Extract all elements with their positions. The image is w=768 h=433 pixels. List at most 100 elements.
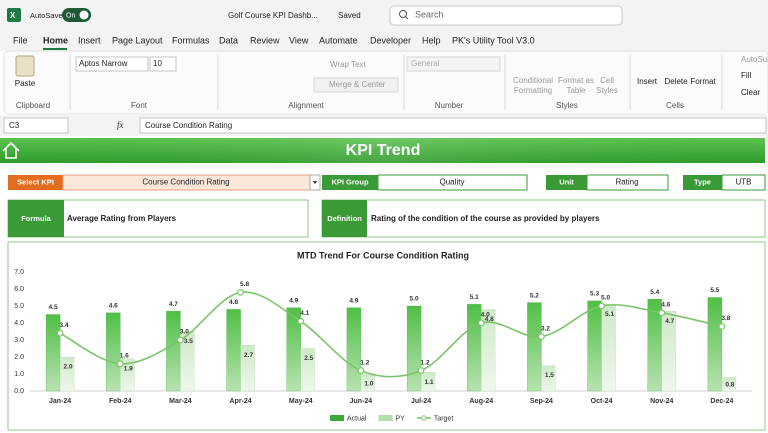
autosave-state: On — [66, 12, 75, 19]
font-size-box[interactable] — [149, 56, 177, 72]
select-kpi-value[interactable]: Course Condition Rating — [142, 178, 229, 187]
dropdown-arrow-glyph — [312, 181, 318, 184]
kpi-group-label: KPI Group — [331, 177, 369, 186]
styles-button[interactable]: Cell — [600, 76, 614, 85]
font-name[interactable]: Aptos Narrow — [79, 59, 128, 68]
paste-button[interactable]: Paste — [15, 79, 36, 88]
group-label: Cells — [666, 101, 684, 110]
menu-tab[interactable]: Page Layout — [112, 35, 163, 45]
bar — [406, 305, 422, 392]
toggle-knob — [79, 10, 89, 20]
autosum-button[interactable]: AutoSum — [741, 55, 768, 64]
styles-button[interactable]: Styles — [596, 86, 618, 95]
unit-label: Unit — [559, 177, 574, 186]
data-label: 4.9 — [289, 297, 298, 304]
x-tick-label: Aug-24 — [469, 398, 493, 405]
save-status: Saved — [338, 11, 361, 20]
data-label: 1.2 — [360, 359, 369, 366]
data-label: 5.3 — [590, 291, 599, 298]
menu-tab[interactable]: PK's Utility Tool V3.0 — [452, 35, 535, 45]
bar — [420, 372, 436, 392]
excel-icon-glyph: X — [10, 11, 16, 20]
unit-value: Rating — [615, 178, 638, 187]
bar — [120, 358, 135, 392]
search-placeholder[interactable]: Search — [415, 9, 444, 19]
type-value-box — [721, 174, 766, 191]
styles-button[interactable]: Format as — [558, 76, 594, 85]
styles-button[interactable]: Conditional — [513, 76, 553, 85]
y-tick-label: 1.0 — [14, 371, 24, 378]
menu-tab[interactable]: Data — [219, 35, 238, 45]
x-tick-label: Nov-24 — [650, 398, 673, 405]
data-label: 1.5 — [545, 372, 554, 379]
target-marker — [417, 367, 425, 375]
file-name: Golf Course KPI Dashb... — [228, 11, 318, 20]
menu-tab[interactable]: Help — [422, 35, 441, 45]
legend-swatch — [421, 415, 427, 421]
name-box-text: C3 — [9, 121, 20, 130]
clear-button[interactable]: Clear — [741, 88, 760, 97]
bar — [180, 331, 195, 392]
y-tick-label: 4.0 — [14, 320, 24, 327]
data-label: 4.8 — [229, 299, 238, 306]
x-tick-label: Jan-24 — [49, 398, 71, 405]
name-box[interactable] — [3, 117, 69, 134]
target-marker — [357, 367, 365, 375]
data-label: 3.0 — [180, 329, 189, 336]
bar — [45, 314, 61, 392]
home-icon[interactable] — [2, 141, 20, 159]
bar — [346, 307, 362, 392]
search-icon — [399, 10, 407, 18]
menu-tab[interactable]: File — [13, 35, 28, 45]
search-box[interactable] — [389, 5, 623, 26]
paste-icon[interactable] — [15, 55, 35, 77]
data-label: 1.9 — [124, 365, 133, 372]
y-tick-label: 5.0 — [14, 303, 24, 310]
data-label: 3.5 — [184, 338, 193, 345]
data-label: 1.6 — [120, 353, 129, 360]
merge-center-button[interactable]: Merge & Center — [329, 80, 386, 89]
menu-tab[interactable]: Automate — [319, 35, 358, 45]
x-tick-label: May-24 — [289, 398, 313, 405]
data-label: 4.6 — [109, 303, 118, 310]
number-format[interactable]: General — [411, 59, 440, 68]
wrap-text-button[interactable]: Wrap Text — [330, 60, 366, 69]
legend-swatch — [330, 415, 344, 421]
legend-swatch — [378, 415, 393, 421]
menu-tab[interactable]: Formulas — [172, 35, 210, 45]
menu-tab[interactable]: Home — [43, 35, 68, 45]
data-label: 5.2 — [530, 292, 539, 299]
insert-button[interactable]: Insert — [637, 77, 658, 86]
bar — [541, 365, 556, 392]
menu-tab[interactable]: Developer — [370, 35, 411, 45]
menu-tab[interactable]: Insert — [78, 35, 101, 45]
excel-icon[interactable] — [7, 8, 21, 22]
formula-input[interactable] — [139, 117, 767, 134]
merge-button[interactable] — [313, 77, 399, 93]
legend-label: Target — [434, 415, 454, 422]
target-marker — [177, 336, 184, 344]
data-label: 3.8 — [721, 315, 730, 322]
group-label: Styles — [556, 101, 578, 110]
type-label-box — [683, 175, 722, 190]
font-size[interactable]: 10 — [153, 59, 162, 68]
menu-tab[interactable]: View — [289, 35, 309, 45]
x-tick-label: Oct-24 — [591, 398, 613, 405]
fill-button[interactable]: Fill — [741, 71, 751, 80]
kpi-group-value-box — [377, 174, 528, 191]
font-name-box[interactable] — [75, 56, 149, 72]
data-label: 5.5 — [710, 287, 719, 294]
definition-label-box — [322, 200, 367, 237]
y-tick-label: 0.0 — [14, 388, 24, 395]
delete-button[interactable]: Delete — [664, 77, 688, 86]
menu-tab[interactable]: Review — [250, 35, 280, 45]
autosave-label: AutoSave — [30, 11, 63, 20]
select-kpi-label-box — [8, 175, 63, 190]
formula-label: Formula — [21, 214, 51, 223]
target-marker — [538, 333, 545, 341]
format-button[interactable]: Format — [690, 77, 716, 86]
styles-button[interactable]: Formatting — [514, 86, 552, 95]
number-format-box[interactable] — [406, 56, 501, 72]
styles-button[interactable]: Table — [566, 86, 586, 95]
